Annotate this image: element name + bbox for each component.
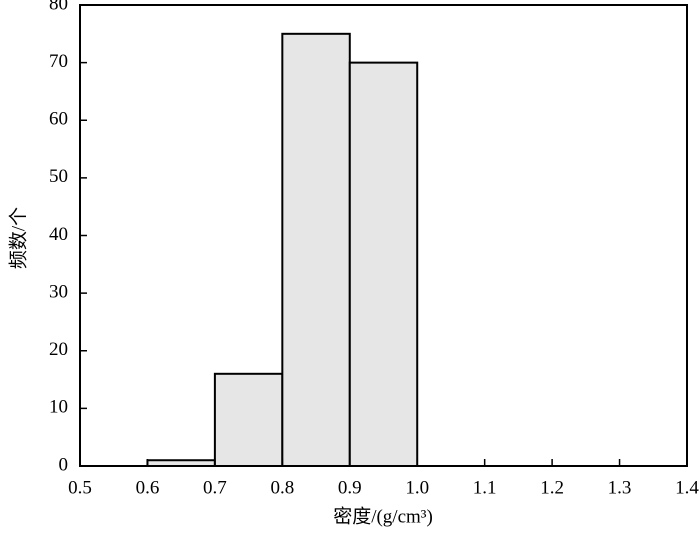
- x-tick-label: 1.0: [405, 477, 429, 498]
- y-tick-label: 10: [49, 397, 68, 418]
- x-tick-label: 0.8: [270, 477, 294, 498]
- x-tick-label: 0.7: [203, 477, 227, 498]
- x-tick-label: 1.4: [675, 477, 699, 498]
- bar: [281, 32, 351, 467]
- y-tick-label: 0: [59, 454, 69, 475]
- y-tick-label: 60: [49, 109, 68, 130]
- x-tick-label: 0.5: [68, 477, 92, 498]
- x-tick-label: 0.6: [136, 477, 160, 498]
- bar: [213, 372, 284, 467]
- x-tick-label: 1.3: [608, 477, 632, 498]
- y-tick-label: 50: [49, 166, 68, 187]
- y-tick-label: 40: [49, 224, 68, 245]
- y-tick-label: 20: [49, 339, 68, 360]
- y-axis-label: 频数/个: [7, 207, 29, 269]
- x-tick-label: 1.1: [473, 477, 497, 498]
- x-axis-label: 密度/(g/cm³): [333, 505, 433, 527]
- y-tick-label: 30: [49, 281, 68, 302]
- bar: [348, 61, 419, 467]
- x-tick-label: 1.2: [540, 477, 564, 498]
- x-tick-label: 0.9: [338, 477, 362, 498]
- y-tick-label: 70: [49, 51, 68, 72]
- y-tick-label: 80: [49, 0, 68, 14]
